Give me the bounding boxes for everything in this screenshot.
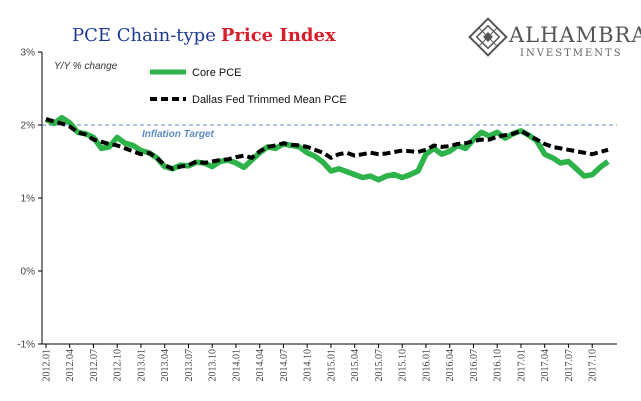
x-tick-label: 2015.04 — [350, 349, 361, 382]
x-tick-label: 2017.01 — [516, 349, 527, 382]
x-tick-label: 2016.01 — [421, 349, 432, 382]
x-tick-label: 2013.01 — [136, 349, 147, 382]
legend-label-trimmed-mean: Dallas Fed Trimmed Mean PCE — [192, 94, 347, 106]
y-axis-ticks: -1% 0% 1% 2% 3% — [17, 48, 42, 351]
x-tick-label: 2017.04 — [540, 349, 551, 382]
chart-title-part2: Price Index — [221, 25, 336, 46]
logo-subtitle: INVESTMENTS — [520, 48, 623, 59]
x-tick-label: 2016.04 — [445, 349, 456, 382]
alhambra-logo: ALHAMBRA INVESTMENTS — [468, 17, 641, 59]
x-axis-ticks: 2012.01 2012.04 2012.07 2012.10 2013.01 2013.… — [41, 344, 599, 382]
x-tick-label: 2017.07 — [564, 349, 575, 382]
alhambra-diamond-icon — [468, 17, 508, 57]
y-tick-label: 2% — [21, 121, 36, 132]
x-tick-label: 2014.01 — [231, 349, 242, 382]
y-tick-label: -1% — [17, 340, 35, 351]
logo-name: ALHAMBRA — [508, 23, 641, 47]
x-tick-label: 2015.01 — [326, 349, 337, 382]
y-axis-label: Y/Y % change — [54, 61, 118, 72]
legend: Core PCE Dallas Fed Trimmed Mean PCE — [150, 67, 347, 106]
x-tick-label: 2012.01 — [41, 349, 52, 382]
x-tick-label: 2014.10 — [303, 349, 314, 382]
reference-lines: Inflation Target — [42, 124, 617, 140]
y-tick-label: 0% — [21, 267, 36, 278]
x-tick-label: 2013.10 — [208, 349, 219, 382]
x-tick-label: 2014.04 — [255, 349, 266, 382]
x-tick-label: 2012.07 — [89, 349, 100, 382]
inflation-target-label: Inflation Target — [142, 129, 215, 140]
x-tick-label: 2013.04 — [160, 349, 171, 382]
chart-title-part1: PCE Chain-type — [72, 25, 216, 46]
x-tick-label: 2013.07 — [184, 349, 195, 382]
x-tick-label: 2016.07 — [469, 349, 480, 382]
x-tick-label: 2016.10 — [493, 349, 504, 382]
x-tick-label: 2012.10 — [113, 349, 124, 382]
x-tick-label: 2015.07 — [374, 349, 385, 382]
x-tick-label: 2015.10 — [398, 349, 409, 382]
x-tick-label: 2014.07 — [279, 349, 290, 382]
y-tick-label: 1% — [21, 194, 36, 205]
trimmed-mean-pce-line — [45, 117, 609, 171]
y-tick-label: 3% — [21, 48, 36, 59]
x-tick-label: 2012.04 — [65, 349, 76, 382]
legend-label-core-pce: Core PCE — [192, 67, 242, 79]
x-tick-label: 2017.10 — [588, 349, 599, 382]
chart-title: PCE Chain-type Price Index — [72, 25, 336, 46]
series-layer — [44, 114, 610, 183]
